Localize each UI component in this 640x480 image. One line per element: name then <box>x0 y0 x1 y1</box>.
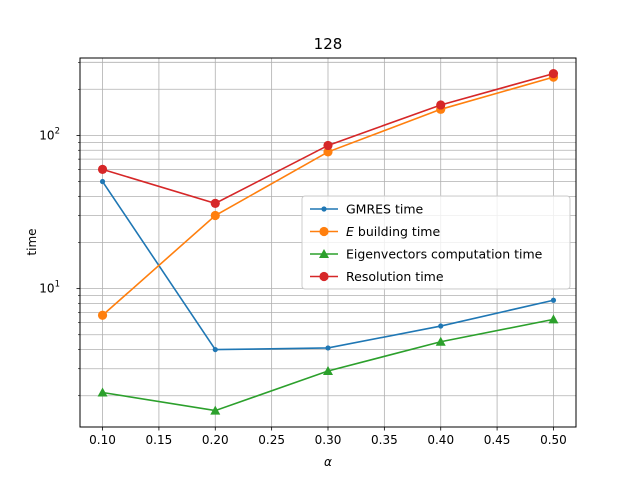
y-axis-label: time <box>25 228 39 255</box>
x-tick-label: 0.15 <box>146 433 173 447</box>
data-point <box>97 310 108 320</box>
x-tick-label: 0.30 <box>315 433 342 447</box>
data-point <box>438 323 444 329</box>
chart-title: 128 <box>314 35 343 53</box>
data-point <box>323 365 333 375</box>
data-point <box>210 198 220 208</box>
data-point <box>550 297 557 303</box>
x-tick-label: 0.10 <box>89 433 116 447</box>
x-axis: 0.10 0.15 0.20 0.25 0.30 0.35 0.40 0.45 0.50 <box>89 427 567 447</box>
x-axis-label: α <box>324 455 332 469</box>
data-point <box>210 405 221 415</box>
x-tick-label: 0.45 <box>484 433 511 447</box>
legend: GMRES time E building time Eigenvectors co… <box>301 195 571 290</box>
data-point <box>97 387 108 397</box>
series-2 <box>97 314 559 415</box>
data-point <box>319 249 329 258</box>
y-axis: 101 102 <box>39 61 80 397</box>
data-point <box>212 346 218 353</box>
data-point <box>548 314 559 324</box>
data-point <box>319 271 329 282</box>
data-point <box>99 178 106 185</box>
series-3 <box>97 69 559 208</box>
series-0 <box>99 178 557 353</box>
x-tick-label: 0.20 <box>202 433 229 447</box>
data-point <box>325 345 331 351</box>
x-tick-label: 0.50 <box>540 433 567 447</box>
data-point <box>435 336 446 346</box>
data-point <box>319 226 329 237</box>
data-point <box>210 210 220 221</box>
legend-box <box>301 195 571 290</box>
x-tick-label: 0.35 <box>371 433 398 447</box>
legend-label: Eigenvectors computation time <box>346 247 543 262</box>
data-point <box>97 164 108 174</box>
data-point <box>323 140 333 151</box>
data-point <box>548 69 559 79</box>
legend-label: E building time <box>346 224 440 239</box>
legend-label: GMRES time <box>346 202 424 217</box>
x-tick-label: 0.40 <box>427 433 454 447</box>
series-layer <box>97 69 559 415</box>
legend-label: Resolution time <box>346 269 444 284</box>
data-point <box>321 206 327 212</box>
x-tick-label: 0.25 <box>258 433 285 447</box>
data-point <box>323 147 333 157</box>
data-point <box>436 100 446 110</box>
y-tick-label: 102 <box>39 126 60 142</box>
y-tick-label: 101 <box>39 280 60 296</box>
